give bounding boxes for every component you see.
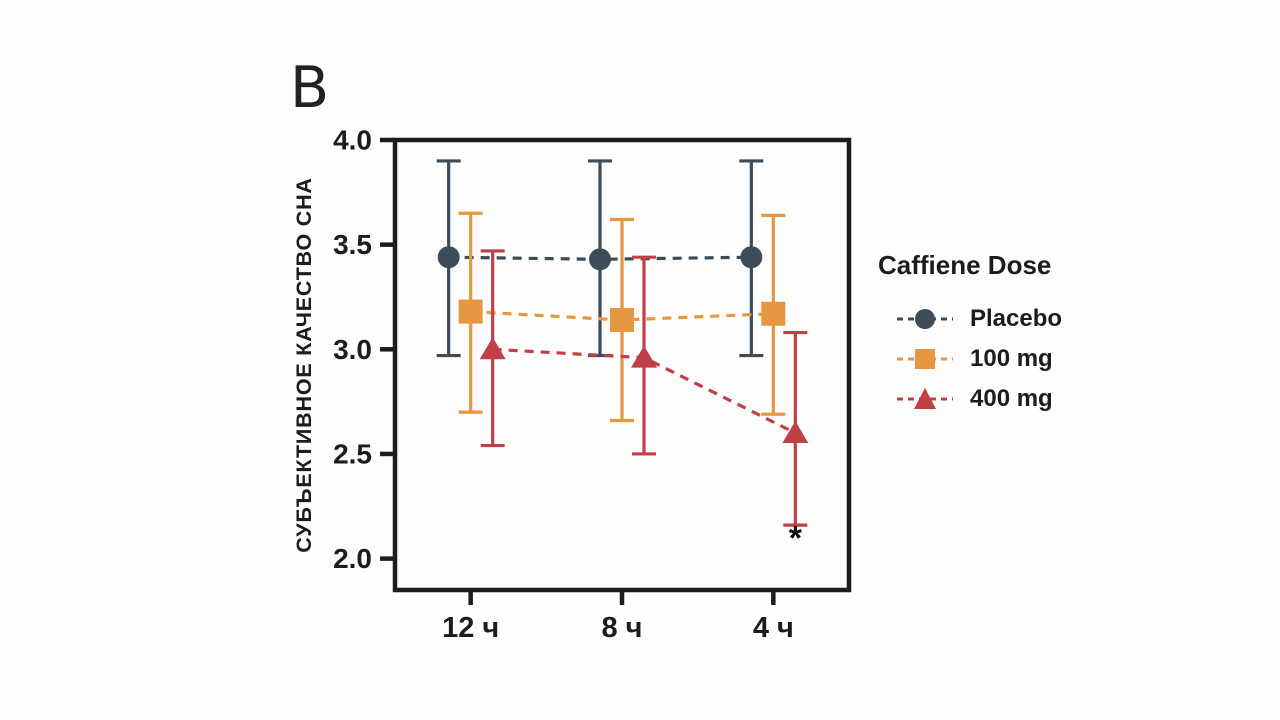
legend: Caffiene Dose Placebo 100 mg 400 mg bbox=[878, 249, 1062, 419]
y-axis-title: СУБЪЕКТИВНОЕ КАЧЕСТВО СНА bbox=[292, 177, 316, 552]
y-tick-label: 2.0 bbox=[333, 543, 372, 574]
100-mg-marker bbox=[610, 308, 634, 332]
y-tick-label: 3.0 bbox=[333, 334, 372, 365]
100-mg-marker bbox=[761, 301, 786, 326]
legend-title: Caffiene Dose bbox=[878, 250, 1052, 280]
x-category-label: 12 ч bbox=[442, 612, 499, 644]
panel-label: B bbox=[290, 55, 330, 121]
400-mg-marker bbox=[782, 421, 809, 444]
legend-entry-400mg: 400 mg bbox=[878, 379, 1062, 419]
legend-label-100mg: 100 mg bbox=[970, 345, 1053, 372]
placebo-circle-icon bbox=[915, 309, 935, 329]
placebo-marker bbox=[437, 246, 460, 269]
legend-label-placebo: Placebo bbox=[970, 305, 1063, 332]
400-mg-marker bbox=[479, 337, 506, 360]
placebo-marker bbox=[740, 246, 763, 269]
100-mg-marker bbox=[458, 299, 483, 324]
400mg-marker-icon bbox=[897, 388, 953, 409]
400mg-triangle-icon bbox=[914, 388, 936, 409]
y-tick-label: 2.5 bbox=[333, 438, 372, 469]
legend-label-400mg: 400 mg bbox=[970, 385, 1053, 412]
placebo-marker bbox=[589, 248, 611, 271]
placebo-marker-icon bbox=[897, 309, 953, 329]
100mg-marker-icon bbox=[897, 349, 953, 369]
significance-asterisk: * bbox=[789, 520, 803, 558]
legend-entry-placebo: Placebo bbox=[878, 299, 1062, 339]
legend-entry-100mg: 100 mg bbox=[878, 339, 1062, 379]
y-tick-label: 3.5 bbox=[333, 229, 372, 260]
y-tick-label: 4.0 bbox=[333, 125, 372, 156]
100mg-square-icon bbox=[915, 349, 935, 369]
x-category-label: 4 ч bbox=[753, 612, 794, 644]
x-category-label: 8 ч bbox=[601, 612, 642, 644]
400-mg-marker bbox=[631, 345, 657, 368]
